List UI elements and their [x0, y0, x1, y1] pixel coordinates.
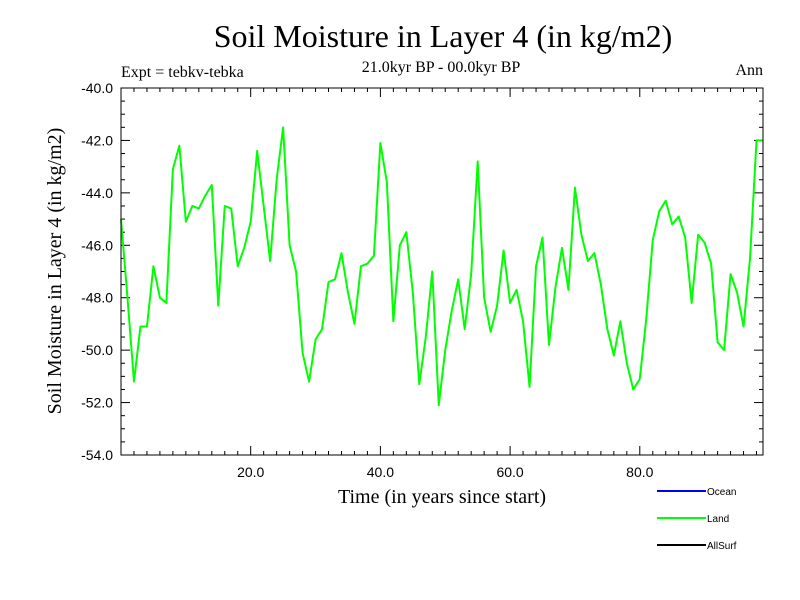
series-line-land — [120, 126, 763, 407]
y-tick-label: -54.0 — [81, 447, 113, 463]
x-axis-label: Time (in years since start) — [338, 486, 546, 508]
y-tick-label: -40.0 — [81, 80, 113, 96]
experiment-label: Expt = tebkv-tebka — [121, 64, 244, 81]
y-tick-label: -50.0 — [81, 342, 113, 358]
chart-subtitle: 21.0kyr BP - 00.0kyr BP — [362, 59, 521, 76]
y-tick-label: -42.0 — [81, 132, 113, 148]
x-tick-label: 40.0 — [367, 464, 394, 480]
axis-ticks — [121, 87, 763, 456]
plot-frame — [120, 87, 764, 456]
season-label: Ann — [735, 62, 763, 79]
legend: Ocean Land AllSurf — [657, 487, 737, 552]
legend-label-land: Land — [707, 514, 729, 525]
y-tick-label: -46.0 — [81, 237, 113, 253]
y-tick-label: -48.0 — [81, 290, 113, 306]
legend-label-ocean: Ocean — [707, 487, 736, 498]
legend-label-allsurf: AllSurf — [707, 541, 737, 552]
x-tick-label: 60.0 — [496, 464, 523, 480]
x-tick-label: 20.0 — [237, 464, 264, 480]
y-tick-label: -52.0 — [81, 395, 113, 411]
series-layer — [120, 126, 763, 407]
y-axis-label: Soil Moisture in Layer 4 (in kg/m2) — [44, 128, 66, 415]
x-tick-label: 80.0 — [626, 464, 653, 480]
chart-title: Soil Moisture in Layer 4 (in kg/m2) — [214, 18, 673, 54]
y-tick-label: -44.0 — [81, 185, 113, 201]
axis-tick-labels: -54.0 -52.0 -50.0 -48.0 -46.0 -44.0 -42.0 -40.0… — [81, 80, 654, 480]
